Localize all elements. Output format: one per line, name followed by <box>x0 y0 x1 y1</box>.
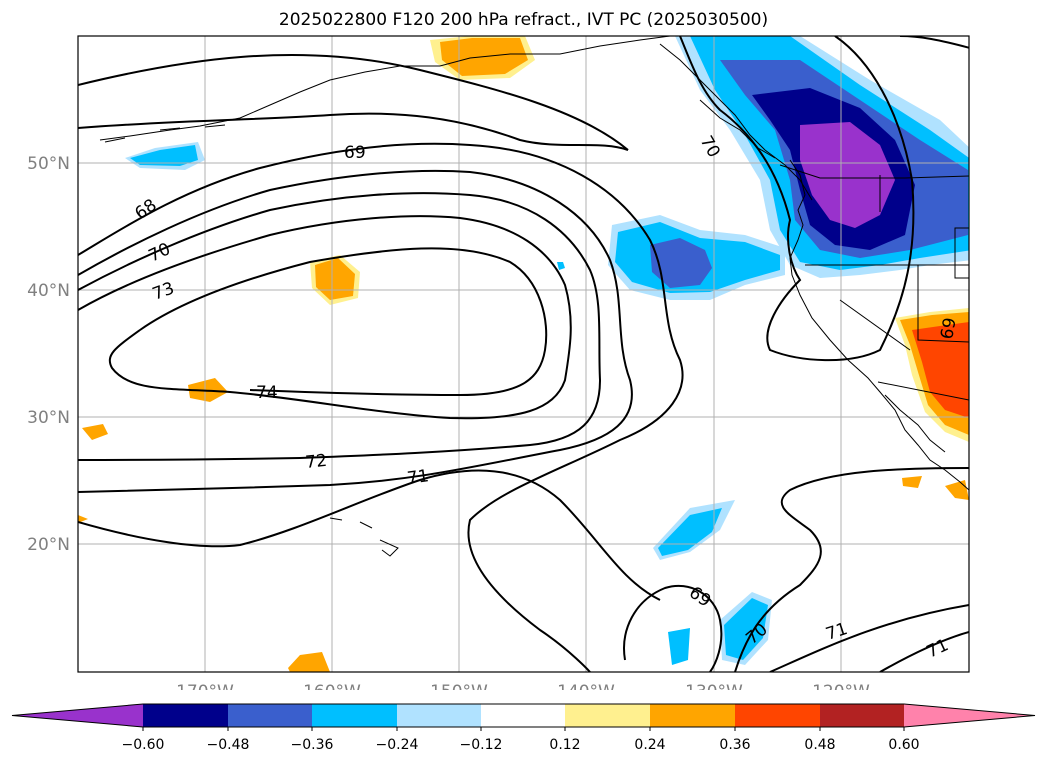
graticule <box>78 36 969 672</box>
longitude-labels: 170°W 160°W 150°W 140°W 130°W 120°W <box>176 682 870 690</box>
lat-label: 50°N <box>27 154 70 174</box>
lat-label: 40°N <box>27 281 70 301</box>
colorbar: −0.60 −0.48 −0.36 −0.24 −0.12 0.12 0.24 0.36 0.4… <box>11 703 1036 753</box>
map-panel: 69 68 70 73 74 72 71 70 69 70 71 71 69 5… <box>27 35 970 690</box>
lat-label: 20°N <box>27 535 70 555</box>
contour-label: 72 <box>304 451 328 473</box>
colorbar-cell <box>650 704 735 727</box>
colorbar-cell <box>312 704 397 727</box>
contour-label: 69 <box>344 143 366 163</box>
colorbar-cell <box>12 704 143 727</box>
map-frame <box>77 35 970 673</box>
colorbar-cell <box>481 704 565 727</box>
negative-anomaly-east-pacific <box>557 215 785 300</box>
colorbar-cells <box>11 703 1036 728</box>
lon-label: 120°W <box>812 682 870 690</box>
colorbar-tick-label: −0.24 <box>376 737 419 753</box>
negative-anomaly-nw-us <box>675 36 969 278</box>
colorbar-tick-label: −0.36 <box>291 737 334 753</box>
colorbar-tick-label: 0.36 <box>719 737 750 753</box>
colorbar-cell <box>820 704 904 727</box>
map-title: 2025022800 F120 200 hPa refract., IVT PC… <box>278 10 769 30</box>
lon-label: 170°W <box>176 682 234 690</box>
colorbar-tick-label: 0.24 <box>634 737 665 753</box>
lon-label: 140°W <box>557 682 615 690</box>
colorbar-tick-label: 0.60 <box>888 737 919 753</box>
colorbar-cell <box>397 704 481 727</box>
lon-label: 150°W <box>430 682 488 690</box>
contour-label: 74 <box>256 383 278 403</box>
lat-label: 30°N <box>27 408 70 428</box>
contour-label: 69 <box>937 316 960 341</box>
colorbar-cell <box>565 704 650 727</box>
colorbar-cell <box>228 704 312 727</box>
colorbar-tick-label: 0.12 <box>549 737 580 753</box>
colorbar-cell <box>143 704 228 727</box>
colorbar-tick-label: −0.12 <box>460 737 503 753</box>
contour-label: 71 <box>406 466 430 489</box>
latitude-labels: 50°N 40°N 30°N 20°N <box>27 154 70 555</box>
positive-anomaly-regions <box>78 36 969 672</box>
colorbar-tick-label: −0.60 <box>122 737 165 753</box>
refractivity-contours <box>78 36 969 672</box>
lon-label: 160°W <box>303 682 361 690</box>
colorbar-ticks: −0.60 −0.48 −0.36 −0.24 −0.12 0.12 0.24 0.36 0.4… <box>122 727 920 753</box>
coastlines <box>99 36 969 557</box>
colorbar-tick-label: −0.48 <box>207 737 250 753</box>
lon-label: 130°W <box>685 682 743 690</box>
colorbar-tick-label: 0.48 <box>804 737 835 753</box>
colorbar-cell <box>735 704 820 727</box>
colorbar-cell <box>904 704 1035 727</box>
